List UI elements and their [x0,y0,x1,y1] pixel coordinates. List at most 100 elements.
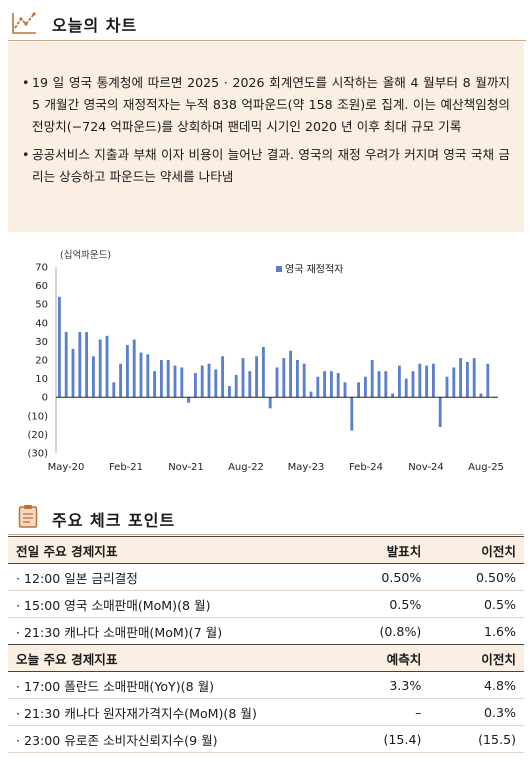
chart-bar [234,374,238,398]
unit-label: (십억파운드) [60,249,111,261]
chart-bar [377,371,381,398]
table-header: 예측치 [315,644,430,672]
prev-day-indicators-table: 전일 주요 경제지표 발표치 이전치 · 12:00 일본 금리결정 0.50% 0… [8,536,524,645]
table-cell: · 15:00 영국 소매판매(MoM)(8 월) [8,590,316,618]
deficit-bar-chart: (십억파운드) 70 60 50 40 30 20 10 0 (10) (20) (30)May-20… [27,249,504,473]
chart-bar [214,369,218,398]
y-tick-label: 70 [35,263,48,274]
chart-bar [357,382,361,398]
chart-bar [132,339,136,398]
x-tick-label: Aug-25 [468,462,504,473]
chart-bar [125,345,129,398]
table-header: 오늘 주요 경제지표 [8,644,316,672]
chart-bar [275,367,279,398]
chart-bar [336,373,340,398]
y-tick-label: (10) [27,411,48,422]
table-cell: (15.4) [315,725,430,753]
y-tick-label: 10 [35,374,48,385]
y-tick-label: 60 [35,281,48,292]
chart-bar [302,363,306,398]
table-cell: · 17:00 폴란드 소매판매(YoY)(8 월) [8,671,316,699]
chart-bar [193,373,197,398]
checkpoint-header: 주요 체크 포인트 [8,500,524,535]
chart-bar [418,363,422,398]
chart-bar [159,360,163,398]
table-cell: 1.6% [429,617,524,645]
table-cell: 0.5% [315,590,430,618]
chart-bar [397,365,401,398]
chart-bar [248,371,252,398]
table-cell: (0.8%) [315,617,430,645]
chart-bar [445,376,449,398]
summary-bullet: 공공서비스 지출과 부채 이자 비용이 늘어난 결과. 영국의 재정 우려가 커… [22,144,510,188]
chart-bar [57,296,61,398]
table-cell: · 21:30 캐나다 원자재가격지수(MoM)(8 월) [8,698,316,726]
y-tick-label: (30) [27,449,48,460]
table-cell: 0.3% [429,698,524,726]
chart-bar [316,376,320,398]
page-title: 오늘의 차트 [52,16,138,35]
x-tick-label: May-23 [288,462,325,473]
table-header: 이전치 [429,536,524,564]
chart-bar [282,358,286,398]
table-header: 전일 주요 경제지표 [8,536,316,564]
y-tick-label: (20) [27,430,48,441]
y-tick-label: 40 [35,318,48,329]
chart-bar [465,361,469,398]
chart-bar [350,397,354,431]
table-cell: 0.50% [315,563,430,591]
chart-bar [391,393,395,398]
chart-bar [119,363,123,398]
table-row: · 15:00 영국 소매판매(MoM)(8 월) 0.5% 0.5% [8,590,524,618]
chart-bar [289,350,293,398]
chart-bar [85,332,89,398]
chart-bar [105,335,109,398]
clipboard-icon [18,505,38,528]
chart-bar [411,371,415,398]
legend-label: 영국 재정적자 [285,264,343,276]
chart-trend-icon [12,12,36,34]
chart-bar [323,371,327,398]
x-tick-label: Nov-24 [408,462,444,473]
chart-bar [153,371,157,398]
chart-bar [309,391,313,398]
y-tick-label: 0 [42,393,48,404]
chart-bar [98,339,102,398]
table-cell: 3.3% [315,671,430,699]
table-row: · 21:30 캐나다 원자재가격지수(MoM)(8 월) –0.3% [8,698,524,726]
table-header: 이전치 [429,644,524,672]
chart-bar [268,397,272,409]
chart-bar [486,363,490,398]
chart-bar [187,397,191,403]
x-tick-label: Nov-21 [168,462,204,473]
chart-bar [112,382,116,398]
table-cell: 0.50% [429,563,524,591]
y-tick-label: 20 [35,356,48,367]
x-tick-label: Aug-22 [228,462,264,473]
table-cell: · 21:30 캐나다 소매판매(MoM)(7 월) [8,617,316,645]
table-row: · 12:00 일본 금리결정 0.50% 0.50% [8,563,524,591]
chart-bar [200,365,204,398]
chart-bar [78,332,82,398]
table-cell: · 23:00 유로존 소비자신뢰지수(9 월) [8,725,316,753]
x-tick-label: Feb-24 [349,462,383,473]
chart-bar [479,393,483,398]
x-tick-label: Feb-21 [109,462,143,473]
chart-bar [404,378,408,398]
chart-bar [384,371,388,398]
chart-bar [166,360,170,398]
table-cell: – [315,698,430,726]
table-row: · 23:00 유로존 소비자신뢰지수(9 월) (15.4) (15.5) [8,725,524,753]
y-tick-label: 50 [35,300,48,311]
table-row: · 17:00 폴란드 소매판매(YoY)(8 월) 3.3% 4.8% [8,671,524,699]
y-tick-label: 30 [35,337,48,348]
chart-bar [295,360,299,398]
chart-bar [261,346,265,398]
legend-swatch [276,266,282,272]
chart-bar [227,386,231,398]
chart-bar [221,356,225,398]
chart-bar [241,358,245,398]
chart-bar [71,348,75,398]
chart-bar [173,365,177,398]
chart-bar [438,397,442,427]
